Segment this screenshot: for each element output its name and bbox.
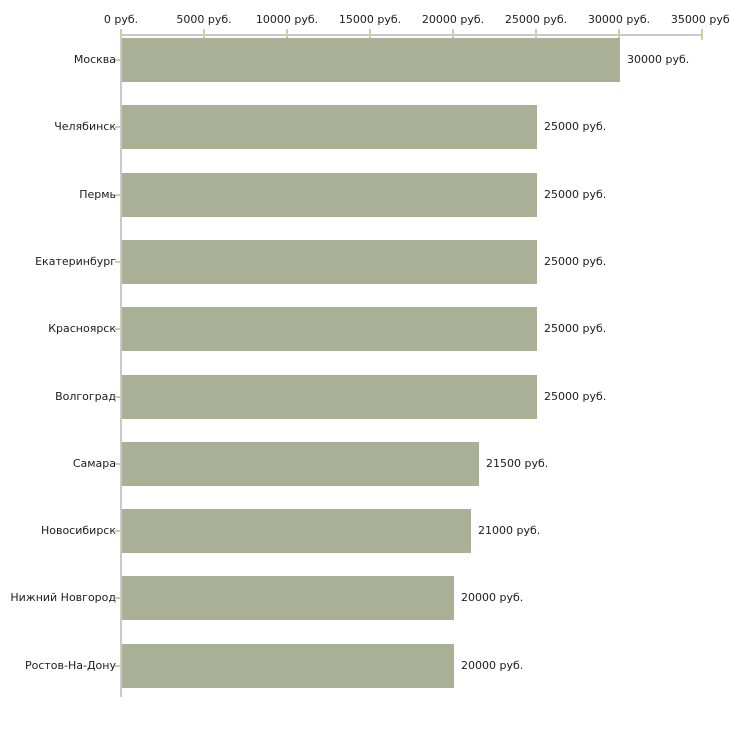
category-label: Волгоград [55,390,116,403]
x-axis-tick-label: 10000 руб. [255,13,319,26]
category-tick-mark [115,665,120,667]
category-label: Самара [72,457,116,470]
y-axis-line [120,34,122,697]
x-axis-tick-mark [618,29,620,40]
bar [122,442,479,486]
x-axis-tick-label: 5000 руб. [176,13,232,26]
bar [122,576,454,620]
value-label: 25000 руб. [544,188,607,201]
value-label: 25000 руб. [544,322,607,335]
value-label: 30000 руб. [627,53,690,66]
category-tick-mark [115,328,120,330]
category-tick-mark [115,463,120,465]
bar [122,173,537,217]
value-label: 21500 руб. [486,457,549,470]
category-tick-mark [115,396,120,398]
category-label: Новосибирск [40,524,116,537]
value-label: 20000 руб. [461,591,524,604]
category-label: Москва [73,53,116,66]
x-axis-tick-mark [120,29,122,40]
bar [122,644,454,688]
category-tick-mark [115,530,120,532]
bar [122,38,620,82]
bar [122,509,471,553]
x-axis-tick-mark [286,29,288,40]
x-axis-line [120,34,703,36]
category-label: Екатеринбург [35,255,116,268]
x-axis-tick-label: 25000 руб. [504,13,568,26]
x-axis-tick-mark [452,29,454,40]
x-axis-tick-label: 20000 руб. [421,13,485,26]
value-label: 25000 руб. [544,120,607,133]
category-label: Нижний Новгород [10,591,116,604]
x-axis-tick-label: 30000 руб. [587,13,651,26]
bar [122,375,537,419]
x-axis-tick-mark [535,29,537,40]
x-axis-tick-label: 15000 руб. [338,13,402,26]
bar [122,105,537,149]
value-label: 25000 руб. [544,255,607,268]
category-tick-mark [115,597,120,599]
value-label: 21000 руб. [478,524,541,537]
category-label: Красноярск [48,322,116,335]
x-axis-tick-label: 35000 руб. [670,13,730,26]
value-label: 25000 руб. [544,390,607,403]
category-tick-mark [115,261,120,263]
bar [122,240,537,284]
category-tick-mark [115,126,120,128]
value-label: 20000 руб. [461,659,524,672]
category-tick-mark [115,59,120,61]
category-label: Пермь [79,188,116,201]
category-label: Ростов-На-Дону [24,659,116,672]
x-axis-tick-mark [701,29,703,40]
x-axis-tick-mark [369,29,371,40]
category-tick-mark [115,194,120,196]
category-label: Челябинск [54,120,116,133]
bar [122,307,537,351]
x-axis-tick-mark [203,29,205,40]
x-axis-tick-label: 0 руб. [103,13,139,26]
